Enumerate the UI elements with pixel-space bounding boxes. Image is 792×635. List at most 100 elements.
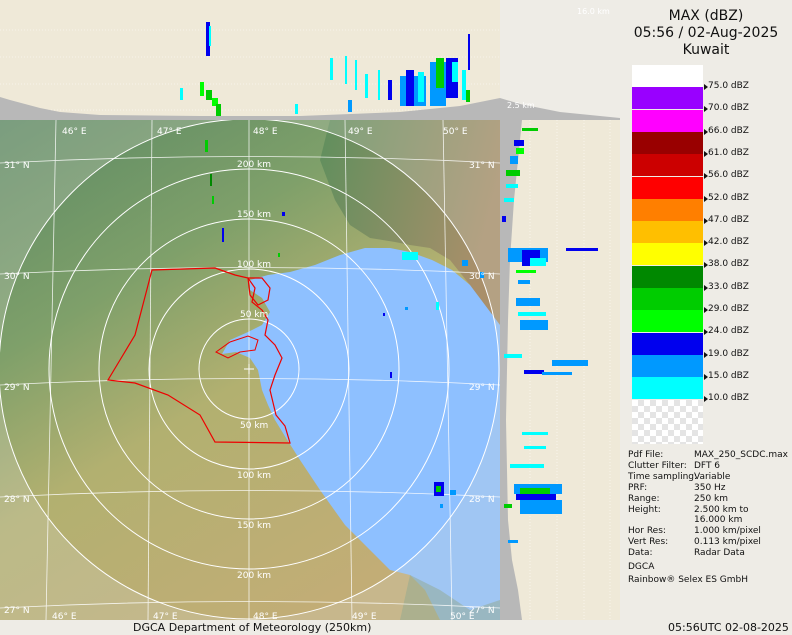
region-title: Kuwait xyxy=(682,42,730,58)
product-title: MAX (dBZ) xyxy=(668,8,744,24)
lon-label-50-top: 50° E xyxy=(443,127,468,137)
kuwait-border xyxy=(107,267,291,444)
side-cross-section xyxy=(500,120,620,620)
meta-value: 250 km xyxy=(694,493,729,504)
scale-label: 70.0 dBZ xyxy=(708,103,749,114)
lat-label-31-left: 31° N xyxy=(4,161,30,171)
lat-label-27-right: 27° N xyxy=(469,606,495,616)
meta-key: Vert Res: xyxy=(628,537,669,548)
radar-site-icon xyxy=(244,364,254,374)
scale-tick-icon xyxy=(704,284,708,291)
lon-label-48-bottom: 48° E xyxy=(253,612,278,620)
height-top-label: 16.0 km xyxy=(577,7,610,16)
scale-label: 66.0 dBZ xyxy=(708,125,749,136)
scale-swatch xyxy=(632,154,703,177)
scale-swatch xyxy=(632,310,703,333)
meta-key: Data: xyxy=(628,548,653,559)
datetime-title: 05:56 / 02-Aug-2025 xyxy=(633,25,779,41)
scale-label: 42.0 dBZ xyxy=(708,237,749,248)
scale-label: 24.0 dBZ xyxy=(708,326,749,337)
ring-label-50-north: 50 km xyxy=(240,310,268,320)
scale-swatch xyxy=(632,377,703,400)
lon-label-50-bottom: 50° E xyxy=(450,612,475,620)
meta-key: PRF: xyxy=(628,482,648,493)
meta-key: Range: xyxy=(628,493,660,504)
lon-label-47-bottom: 47° E xyxy=(153,612,178,620)
meta-value: MAX_250_SCDC.max xyxy=(694,450,788,460)
lat-label-30-right: 30° N xyxy=(469,272,495,282)
scale-tick-icon xyxy=(704,217,708,224)
lat-label-30-left: 30° N xyxy=(4,272,30,282)
top-cross-section xyxy=(0,0,500,120)
meta-value: Radar Data xyxy=(694,548,745,559)
meta-value: 16.000 km xyxy=(694,515,743,526)
scale-label: 56.0 dBZ xyxy=(708,170,749,181)
meta-value: Variable xyxy=(694,471,731,482)
scale-swatch xyxy=(632,109,703,132)
height-bottom-label: 2.5 km xyxy=(507,101,535,110)
meta-value: 1.000 km/pixel xyxy=(694,526,761,537)
ring-label-200-south: 200 km xyxy=(237,571,271,581)
lon-label-46-bottom: 46° E xyxy=(52,612,77,620)
scale-swatch xyxy=(632,87,703,110)
meta-value: 0.113 km/pixel xyxy=(694,537,761,548)
top-section-plot xyxy=(0,22,500,120)
ring-label-150-north: 150 km xyxy=(237,210,271,220)
scale-swatch xyxy=(632,265,703,288)
scale-swatch xyxy=(632,221,703,244)
scale-tick-icon xyxy=(704,128,708,135)
radar-map-svg: 200 km 150 km 100 km 50 km 50 km 100 km … xyxy=(0,120,500,620)
scale-tick-icon xyxy=(704,373,708,380)
scale-tick-icon xyxy=(704,173,708,180)
lon-label-46-top: 46° E xyxy=(62,127,87,137)
meta-key: Clutter Filter: xyxy=(628,460,687,471)
scale-swatch xyxy=(632,176,703,199)
meta-key: Hor Res: xyxy=(628,526,666,537)
lat-label-28-right: 28° N xyxy=(469,495,495,505)
meta-key: Pdf File: xyxy=(628,450,664,460)
scale-swatch xyxy=(632,288,703,310)
footer-source: DGCA Department of Meteorology (250km) xyxy=(133,621,372,634)
scale-label: 38.0 dBZ xyxy=(708,259,749,270)
ring-label-100-north: 100 km xyxy=(237,260,271,270)
scale-label: 29.0 dBZ xyxy=(708,304,749,314)
meta-value: 350 Hz xyxy=(694,482,726,493)
no-data-swatch xyxy=(632,400,703,444)
height-corner: 16.0 km 2.5 km xyxy=(500,0,620,120)
scale-swatch xyxy=(632,332,703,355)
scale-tick-icon xyxy=(704,240,708,247)
scale-tick-icon xyxy=(704,307,708,313)
vendor-label: Rainbow® Selex ES GmbH xyxy=(628,575,749,585)
scale-tick-icon xyxy=(704,329,708,336)
scale-label: 61.0 dBZ xyxy=(708,147,749,158)
scale-tick-icon xyxy=(704,84,708,90)
scale-tick-icon xyxy=(704,150,708,157)
scale-tick-icon xyxy=(704,262,708,269)
scale-swatch xyxy=(632,65,703,87)
side-section-plot xyxy=(500,120,611,620)
scale-tick-icon xyxy=(704,195,708,202)
scale-label: 47.0 dBZ xyxy=(708,214,749,225)
scale-swatch xyxy=(632,131,703,154)
lat-label-28-left: 28° N xyxy=(4,495,30,505)
meta-value: DFT 6 xyxy=(694,460,721,471)
ring-label-200-north: 200 km xyxy=(237,160,271,170)
ring-label-150-south: 150 km xyxy=(237,521,271,531)
lon-label-48-top: 48° E xyxy=(253,127,278,137)
scale-label: 52.0 dBZ xyxy=(708,192,749,203)
scale-label: 15.0 dBZ xyxy=(708,370,749,381)
lon-label-49-bottom: 49° E xyxy=(352,612,377,620)
scale-label: 10.0 dBZ xyxy=(708,393,749,404)
scale-tick-icon xyxy=(704,351,708,358)
lat-label-29-right: 29° N xyxy=(469,383,495,393)
meta-value: 2.500 km to xyxy=(694,504,749,515)
meta-key: Height: xyxy=(628,504,661,515)
lat-label-31-right: 31° N xyxy=(469,161,495,171)
scale-tick-icon xyxy=(704,396,708,403)
scale-swatch xyxy=(632,354,703,377)
footer-timestamp: 05:56UTC 02-08-2025 xyxy=(668,621,789,634)
scale-swatch xyxy=(632,243,703,266)
scale-label: 33.0 dBZ xyxy=(708,281,749,292)
scale-label: 75.0 dBZ xyxy=(708,81,749,91)
lon-label-47-top: 47° E xyxy=(157,127,182,137)
